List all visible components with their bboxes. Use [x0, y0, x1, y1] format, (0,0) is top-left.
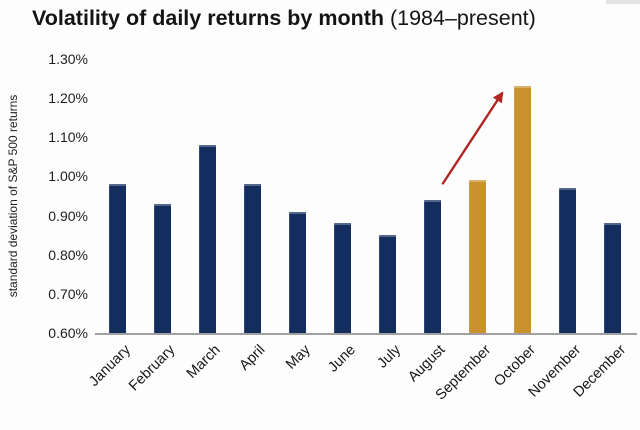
- y-tick-label-0.80: 0.80%: [48, 246, 88, 263]
- x-label-june: June: [325, 342, 359, 376]
- bar-december: [604, 223, 621, 333]
- bar-may: [289, 211, 306, 333]
- y-axis-title: standard deviation of S&P 500 returns: [6, 94, 20, 298]
- bar-april: [244, 184, 261, 333]
- plot-area: [95, 59, 637, 335]
- y-tick-label-1.30: 1.30%: [48, 51, 88, 67]
- x-label-august: August: [405, 342, 449, 386]
- y-tick-label-1.10: 1.10%: [48, 129, 88, 146]
- bar-march: [199, 145, 216, 333]
- y-tick-label-0.60: 0.60%: [48, 325, 88, 341]
- chart-title: Volatility of daily returns by month (19…: [32, 6, 536, 31]
- trend-arrow: [441, 91, 504, 185]
- y-tick-label-0.70: 0.70%: [48, 285, 88, 302]
- bar-june: [334, 223, 351, 333]
- chart-title-main: Volatility of daily returns by month: [32, 6, 384, 30]
- bar-january: [109, 184, 126, 333]
- bar-october: [514, 86, 531, 333]
- y-tick-label-0.90: 0.90%: [48, 207, 88, 224]
- bar-november: [559, 188, 576, 333]
- bar-august: [424, 199, 441, 333]
- x-label-july: July: [374, 342, 404, 372]
- x-label-february: February: [126, 342, 179, 395]
- arrow-line: [441, 91, 504, 185]
- x-label-april: April: [236, 342, 269, 374]
- chart-title-suffix: (1984–present): [384, 6, 536, 30]
- bar-september: [469, 180, 486, 333]
- y-tick-label-1.00: 1.00%: [48, 168, 88, 185]
- y-tick-label-1.20: 1.20%: [48, 90, 88, 107]
- x-label-may: May: [283, 342, 314, 373]
- bar-february: [154, 203, 171, 333]
- corner-artifact: [606, 0, 640, 4]
- x-label-march: March: [184, 342, 224, 382]
- bar-july: [379, 235, 396, 333]
